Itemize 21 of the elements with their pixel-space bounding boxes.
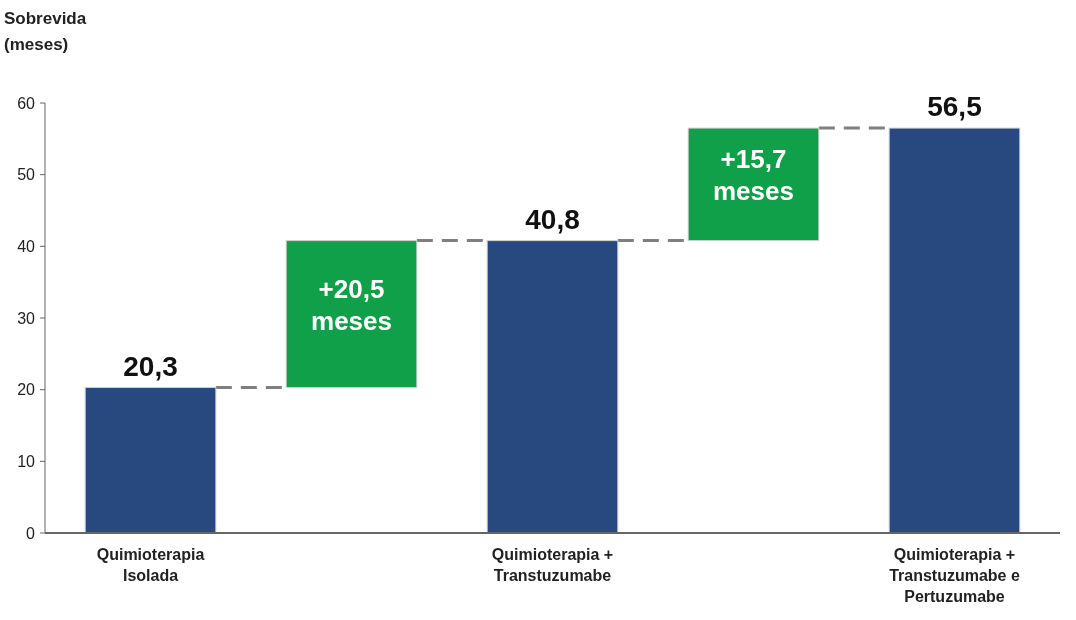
y-tick-label: 20 — [17, 381, 36, 399]
bar — [687, 127, 820, 242]
x-tick-label: Quimioterapia + Transtuzumabe e Pertuzumabe — [889, 546, 1020, 605]
data-label: 20,3 — [123, 350, 178, 382]
y-tick-label: 0 — [26, 524, 36, 542]
y-tick-label: 60 — [17, 94, 36, 112]
data-label: +15,7 meses — [713, 144, 794, 207]
data-label: 40,8 — [525, 203, 580, 235]
x-tick-label: Quimioterapia + Transtuzumabe — [491, 546, 614, 584]
y-tick-label: 50 — [17, 166, 36, 184]
bar — [888, 127, 1021, 534]
bar — [285, 240, 418, 389]
data-label: +20,5 meses — [311, 274, 392, 337]
y-axis-title: Sobrevida (meses) — [4, 9, 87, 54]
y-tick-label: 40 — [17, 237, 36, 255]
x-tick-label: Quimioterapia Isolada — [96, 546, 205, 584]
y-tick-label: 30 — [17, 309, 36, 327]
y-tick-label: 10 — [17, 452, 36, 470]
bar — [486, 240, 619, 534]
data-label: 56,5 — [927, 91, 982, 123]
bar — [84, 387, 217, 534]
